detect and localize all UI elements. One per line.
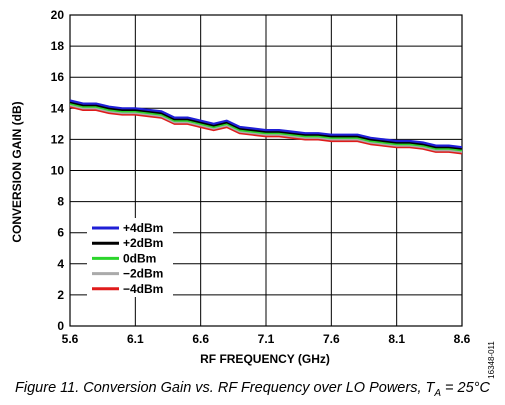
x-tick-label: 6.1 — [127, 332, 144, 346]
series-lines — [69, 99, 463, 155]
y-tick-label: 16 — [51, 70, 65, 84]
y-tick-label: 20 — [51, 8, 65, 22]
y-tick-label: 12 — [51, 132, 65, 146]
x-tick-label: 8.6 — [454, 332, 471, 346]
x-tick-label: 5.6 — [62, 332, 79, 346]
figure-caption: Figure 11. Conversion Gain vs. RF Freque… — [0, 380, 505, 399]
x-axis-title: RF FREQUENCY (GHz) — [200, 352, 330, 366]
caption-tail: = 25°C — [441, 380, 490, 396]
series-line — [69, 101, 463, 150]
y-tick-label: 4 — [57, 257, 64, 271]
x-tick-label: 8.1 — [388, 332, 405, 346]
y-tick-label: 14 — [51, 101, 65, 115]
y-tick-label: 2 — [57, 288, 64, 302]
y-tick-label: 6 — [57, 226, 64, 240]
caption-lead: Figure 11. Conversion Gain vs. RF Freque… — [15, 380, 435, 396]
tick-labels: 0 2 4 6 8 10 12 14 16 18 20 5.6 6.1 6.6 7.1 7.6 8.1 8.6 — [51, 8, 471, 346]
series-line — [69, 99, 463, 149]
caption-subscript: A — [434, 387, 442, 399]
axes — [69, 14, 463, 327]
legend-label: −4dBm — [123, 282, 163, 296]
y-tick-label: 10 — [51, 164, 65, 178]
y-axis-title: CONVERSION GAIN (dB) — [10, 101, 24, 242]
series-line — [69, 105, 463, 155]
figure-code: 16348-011 — [487, 341, 496, 379]
x-tick-label: 7.6 — [323, 332, 340, 346]
x-tick-label: 7.1 — [258, 332, 275, 346]
legend-label: +4dBm — [123, 221, 163, 235]
y-tick-label: 18 — [51, 39, 65, 53]
series-line — [69, 102, 463, 152]
legend-label: 0dBm — [123, 251, 156, 265]
legend-label: −2dBm — [123, 267, 163, 281]
series-line — [69, 104, 463, 153]
y-tick-label: 0 — [57, 319, 64, 333]
plot-frame — [69, 14, 463, 327]
y-tick-label: 8 — [57, 195, 64, 209]
x-tick-label: 6.6 — [192, 332, 209, 346]
legend-label: +2dBm — [123, 236, 163, 250]
